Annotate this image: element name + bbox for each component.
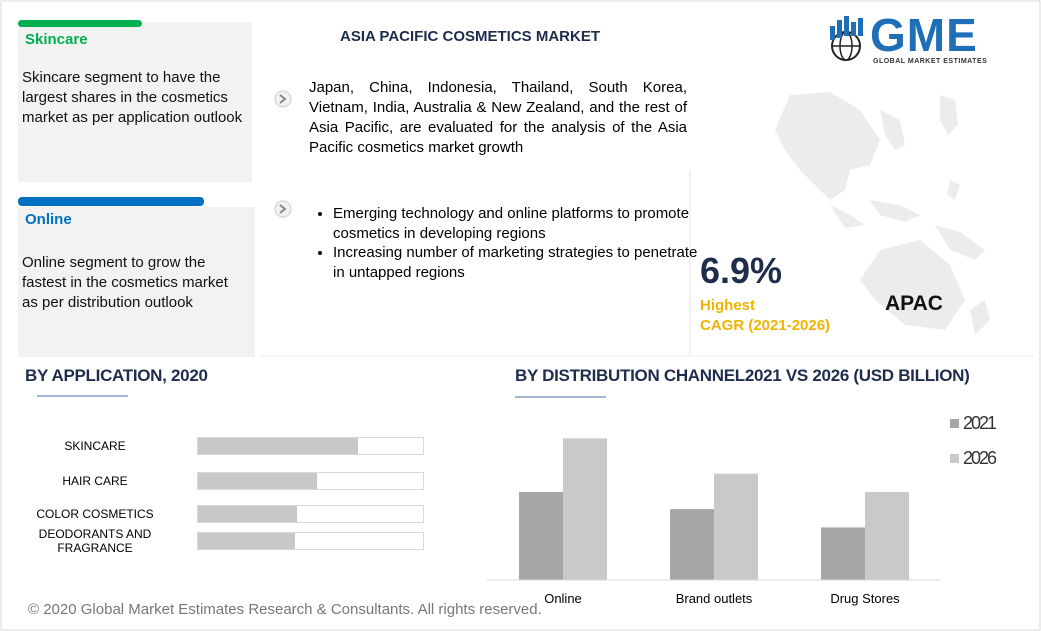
- arrow-icon: [274, 90, 292, 218]
- bar: [198, 506, 297, 522]
- cagr-period: CAGR (2021-2026): [700, 317, 831, 334]
- legend-label: 2026: [963, 448, 997, 468]
- category-label: COLOR COSMETICS: [36, 507, 154, 521]
- cagr-label: Highest: [700, 297, 756, 314]
- logo-icon: [826, 16, 870, 61]
- section-title: BY DISTRIBUTION CHANNEL2021 VS 2026 (USD…: [515, 366, 970, 385]
- section-title: BY APPLICATION, 2020: [25, 366, 208, 385]
- bar: [821, 527, 865, 580]
- bar: [198, 533, 295, 549]
- bar: [714, 473, 758, 580]
- category-label: HAIR CARE: [62, 474, 128, 488]
- accent-bar: [18, 20, 142, 27]
- bar: [563, 438, 607, 580]
- bar: [670, 509, 714, 580]
- bar-track: [197, 532, 424, 550]
- category-label: DEODORANTS AND FRAGRANCE: [38, 527, 152, 555]
- logo: GME: [870, 9, 978, 61]
- bar: [198, 438, 358, 454]
- drivers: Emerging technology and online platforms…: [305, 204, 708, 282]
- driver: Increasing number of marketing strategie…: [333, 243, 708, 282]
- bar: [865, 492, 909, 580]
- legend-label: 2021: [963, 413, 997, 433]
- highlight-title: Skincare: [25, 31, 88, 48]
- x-tick-label: Online: [544, 591, 582, 606]
- category-label: SKINCARE: [64, 439, 126, 453]
- bar-track: [197, 505, 424, 523]
- logo-subtitle: GLOBAL MARKET ESTIMATES: [873, 58, 988, 65]
- region: APAC: [885, 292, 943, 315]
- highlight-text: Skincare segment to have the largest sha…: [22, 69, 243, 126]
- bar: [519, 492, 563, 580]
- map: [775, 92, 990, 335]
- title: ASIA PACIFIC COSMETICS MARKET: [339, 28, 600, 45]
- highlight-text: Online segment to grow the fastest in th…: [22, 254, 228, 311]
- bar-track: [197, 437, 424, 455]
- highlight-box: [18, 207, 255, 357]
- driver: Emerging technology and online platforms…: [333, 204, 708, 243]
- bar: [198, 473, 318, 489]
- legend-swatch: [950, 454, 959, 463]
- legend-swatch: [950, 419, 959, 428]
- scope-text: Japan, China, Indonesia, Thailand, South…: [309, 79, 687, 156]
- highlight-box: [18, 22, 252, 182]
- highlight-title: Online: [25, 211, 72, 228]
- footer: © 2020 Global Market Estimates Research …: [28, 601, 542, 618]
- bar-track: [197, 472, 424, 490]
- accent-bar: [18, 197, 204, 206]
- x-tick-label: Brand outlets: [676, 591, 753, 606]
- cagr-value: 6.9%: [700, 250, 783, 291]
- x-tick-label: Drug Stores: [830, 591, 900, 606]
